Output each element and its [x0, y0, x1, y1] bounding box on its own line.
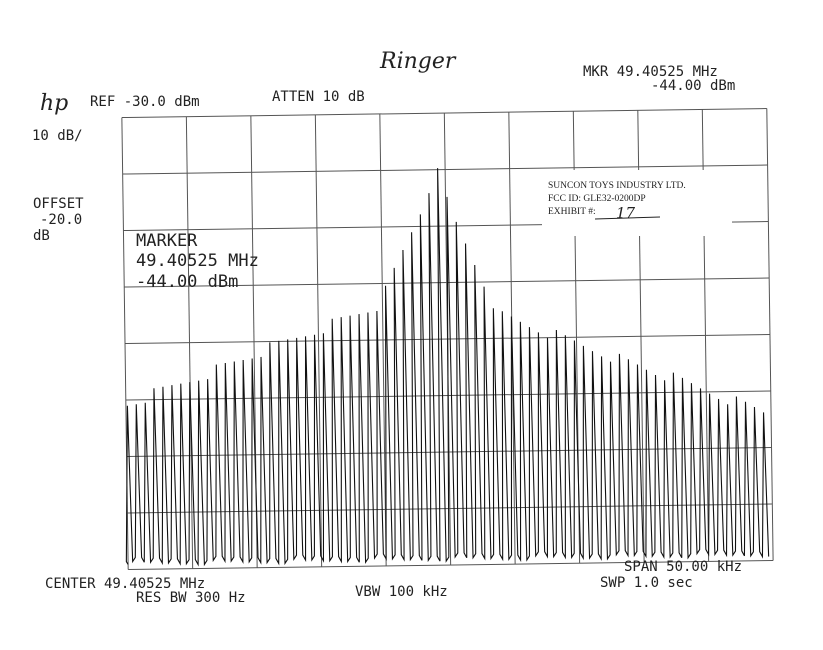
graticule-line: [379, 113, 387, 566]
scale: 10 dB/: [32, 128, 83, 144]
offset-unit: dB: [33, 228, 50, 244]
offset-label: OFFSET: [33, 196, 84, 212]
offset-value: -20.0: [40, 212, 82, 228]
marker-level: -44.00 dBm: [651, 78, 735, 94]
graticule-line: [185, 116, 194, 569]
span: SPAN 50.00 kHz: [624, 559, 742, 575]
stamp-underline: [594, 216, 661, 220]
ref-level: REF -30.0 dBm: [90, 94, 200, 110]
marker-box-level: -44.00 dBm: [136, 272, 238, 292]
marker-box-freq: 49.40525 MHz: [136, 251, 259, 271]
handwritten-title: Ringer: [379, 49, 457, 74]
graticule-line: [314, 114, 323, 567]
stamp-exhibit-number: 17: [616, 204, 636, 222]
stamp-exhibit-label: EXHIBIT #:: [548, 207, 596, 217]
center-freq: CENTER 49.40525 MHz: [45, 576, 205, 592]
res-bw: RES BW 300 Hz: [136, 590, 246, 606]
stamp-fcc: FCC ID: GLE32-0200DP: [548, 194, 646, 204]
stamp-box: [542, 170, 732, 236]
graticule-line: [766, 108, 774, 561]
sweep: SWP 1.0 sec: [600, 575, 693, 591]
vbw: VBW 100 kHz: [355, 584, 448, 600]
stamp-company: SUNCON TOYS INDUSTRY LTD.: [548, 181, 686, 191]
trace: [125, 168, 770, 567]
marker-box-label: MARKER: [136, 231, 198, 251]
logo: hp: [40, 91, 68, 116]
marker-freq: MKR 49.40525 MHz: [583, 64, 718, 80]
attenuation: ATTEN 10 dB: [272, 89, 365, 105]
